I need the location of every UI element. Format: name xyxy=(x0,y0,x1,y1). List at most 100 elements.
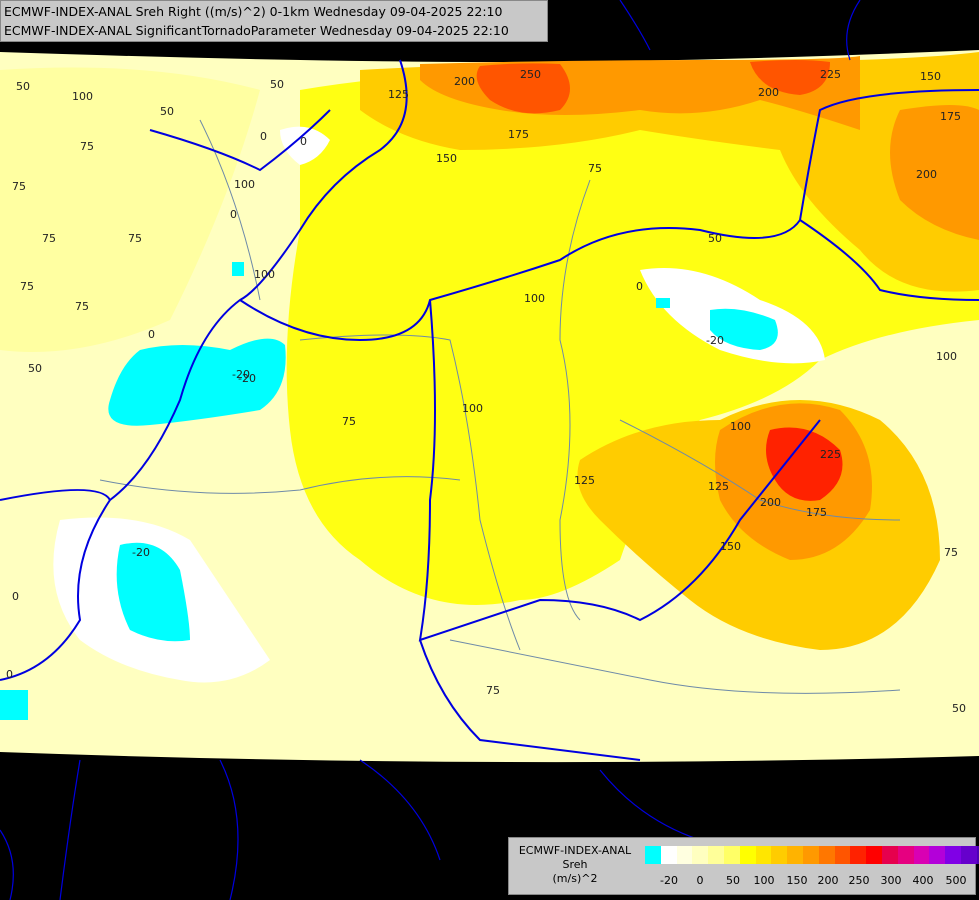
contour-label: 100 xyxy=(524,292,545,305)
border xyxy=(239,89,979,342)
river xyxy=(99,476,461,494)
contour-label: -20 xyxy=(132,546,150,559)
border xyxy=(219,759,239,900)
contour-label: 175 xyxy=(806,506,827,519)
legend-swatch xyxy=(676,846,693,864)
legend-swatch xyxy=(645,846,661,864)
legend-swatch xyxy=(834,846,851,864)
river xyxy=(299,334,521,651)
contour-label: 100 xyxy=(936,350,957,363)
legend-tick-label: 300 xyxy=(880,874,902,887)
legend-tick-label: 700 xyxy=(978,874,979,887)
border xyxy=(619,0,651,51)
contour-label: 100 xyxy=(462,402,483,415)
medium-sreh-region xyxy=(286,60,979,605)
contour-label: 0 xyxy=(636,280,643,293)
border xyxy=(846,0,861,61)
max-region-southeast xyxy=(766,427,843,501)
contour-label: 200 xyxy=(916,168,937,181)
border xyxy=(359,759,441,861)
legend-swatch xyxy=(960,846,977,864)
border xyxy=(59,759,81,900)
contour-label: 100 xyxy=(730,420,751,433)
contour-label: 100 xyxy=(234,178,255,191)
contour-label: 100 xyxy=(254,268,275,281)
contour-label: 175 xyxy=(508,128,529,141)
legend-color-scale xyxy=(645,846,979,864)
river xyxy=(619,419,901,521)
contour-label: 225 xyxy=(820,448,841,461)
legend-swatch xyxy=(708,846,724,864)
contour-label: 0 xyxy=(148,328,155,341)
legend-swatch xyxy=(913,846,930,864)
contour-label: 0 xyxy=(12,590,19,603)
contour-label: 250 xyxy=(520,68,541,81)
border xyxy=(799,219,979,301)
contour-label: 125 xyxy=(388,88,409,101)
legend-swatch xyxy=(723,846,740,864)
contour-label: 50 xyxy=(270,78,284,91)
contour-label: -20 xyxy=(238,372,256,385)
border xyxy=(418,299,821,642)
map-title-line-1: ECMWF-INDEX-ANAL Sreh Right ((m/s)^2) 0-… xyxy=(4,4,503,19)
contour-label: 50 xyxy=(952,702,966,715)
rivers xyxy=(99,119,901,694)
contour-label: 75 xyxy=(588,162,602,175)
sreh-field xyxy=(0,50,979,763)
contour-label: 50 xyxy=(160,105,174,118)
country-borders xyxy=(0,59,979,761)
contour-label: 0 xyxy=(300,135,307,148)
contour-label: 200 xyxy=(758,86,779,99)
contour-label: 150 xyxy=(436,152,457,165)
border xyxy=(419,639,641,761)
legend-title: ECMWF-INDEX-ANAL Sreh (m/s)^2 xyxy=(511,844,639,886)
legend-swatch xyxy=(771,846,788,864)
contour-label: 175 xyxy=(940,110,961,123)
legend-swatch xyxy=(660,846,677,864)
near-zero-region-north xyxy=(280,126,330,165)
river xyxy=(559,179,591,621)
legend-swatch xyxy=(881,846,898,864)
legend-title-line-3: (m/s)^2 xyxy=(552,872,598,885)
contour-label: 0 xyxy=(260,130,267,143)
contour-label: 75 xyxy=(12,180,26,193)
contour-label: 0 xyxy=(6,668,13,681)
contour-label: 75 xyxy=(342,415,356,428)
legend-swatch xyxy=(692,846,709,864)
contour-label: 75 xyxy=(80,140,94,153)
legend-title-line-2: Sreh xyxy=(562,858,588,871)
contour-label: 50 xyxy=(16,80,30,93)
contour-label: 50 xyxy=(708,232,722,245)
max-region-north-1 xyxy=(476,63,570,114)
color-legend: ECMWF-INDEX-ANAL Sreh (m/s)^2 -20 0 50 100 1… xyxy=(508,837,979,895)
negative-spot-west xyxy=(232,262,244,276)
legend-swatch xyxy=(945,846,961,864)
legend-title-line-1: ECMWF-INDEX-ANAL xyxy=(518,844,632,857)
border xyxy=(149,109,331,172)
legend-tick-label: 50 xyxy=(726,874,740,887)
map-title-box: ECMWF-INDEX-ANAL Sreh Right ((m/s)^2) 0-… xyxy=(0,0,548,42)
border xyxy=(599,769,701,841)
contour-label: 150 xyxy=(720,540,741,553)
legend-tick-label: 100 xyxy=(753,874,775,887)
legend-swatch xyxy=(739,846,756,864)
contour-label: 75 xyxy=(42,232,56,245)
legend-swatch xyxy=(866,846,882,864)
legend-tick-label: 200 xyxy=(817,874,839,887)
contour-label: 75 xyxy=(128,232,142,245)
river xyxy=(449,639,901,694)
border xyxy=(109,59,408,501)
contour-label: -20 xyxy=(232,368,250,381)
negative-region-west xyxy=(108,338,286,426)
contour-label: 150 xyxy=(920,70,941,83)
legend-swatch xyxy=(850,846,867,864)
outer-country-borders xyxy=(0,0,861,900)
contour-label: 0 xyxy=(230,208,237,221)
contour-label: 200 xyxy=(760,496,781,509)
legend-swatch xyxy=(897,846,914,864)
legend-tick-labels: -20 0 50 100 150 200 250 300 400 500 700 xyxy=(645,874,979,888)
contour-label: 125 xyxy=(708,480,729,493)
contour-label: 50 xyxy=(28,362,42,375)
